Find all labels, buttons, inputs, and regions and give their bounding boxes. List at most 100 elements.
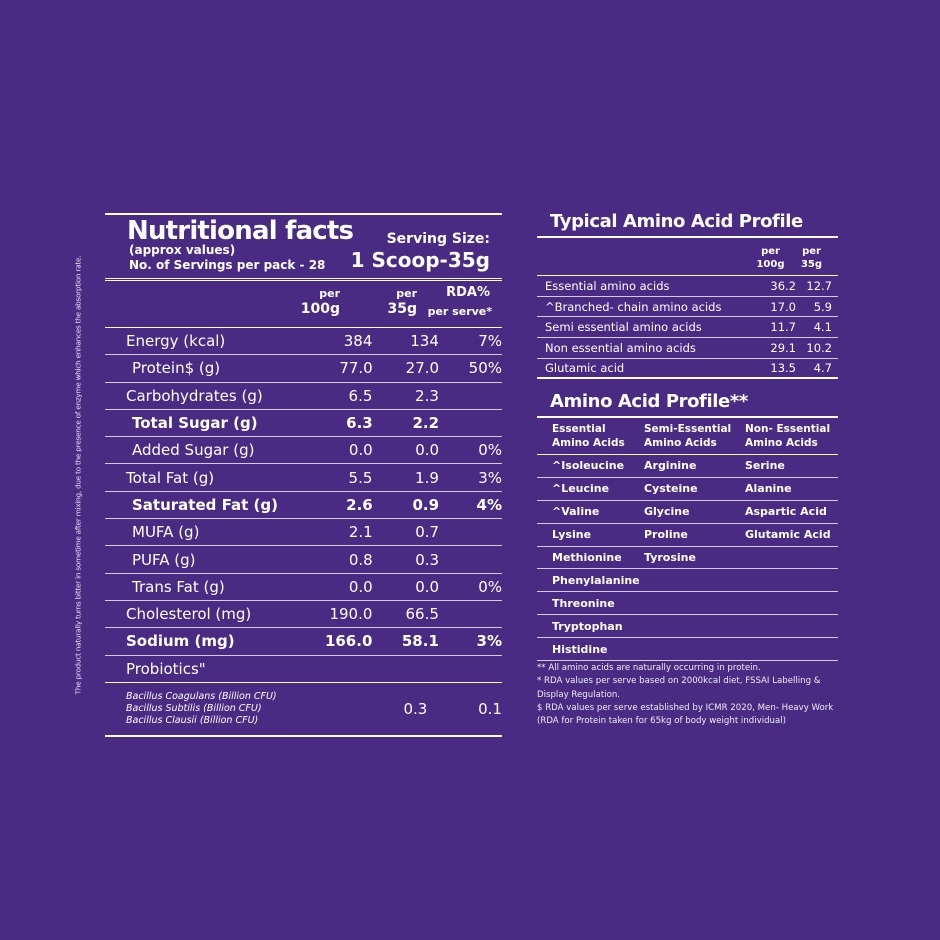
nutrition-row: Added Sugar (g) 0.0 0.0 0%: [105, 437, 502, 465]
value-per35: 0.3: [415, 550, 440, 569]
footnote: $ RDA values per serve established by IC…: [537, 702, 834, 727]
col-per35-b: 35g: [387, 301, 417, 317]
amino-profile-row: ^Valine Glycine Aspartic Acid: [537, 501, 838, 524]
amino-row: Essential amino acids 36.2 12.7: [537, 276, 838, 297]
amino-acid: Serine: [745, 459, 785, 473]
col-rda-a: RDA%: [446, 285, 490, 300]
ta-col2-b: 35g: [800, 259, 823, 270]
amino-profile-table: Amino Acid Profile** Essential Amino Aci…: [537, 388, 838, 662]
value-per100: 166.0: [324, 632, 373, 651]
amino-acid: Glycine: [644, 505, 690, 519]
amino-acid: Phenylalanine: [552, 573, 640, 587]
value-per35: 0.0: [415, 441, 440, 460]
amino-acid: Tryptophan: [552, 619, 623, 633]
value-per35: 0.7: [415, 523, 440, 542]
probiotic-per35: 0.1: [478, 699, 502, 718]
probiotics-row: Bacillus Coagulans (Billion CFU) Bacillus…: [105, 683, 502, 735]
value-per100: 11.7: [770, 320, 796, 335]
nutrition-facts-table: Nutritional facts (approx values) No. of…: [105, 213, 502, 737]
value-per35: 1.9: [415, 468, 439, 487]
ta-col1-b: 100g: [756, 259, 785, 270]
value-per100: 13.5: [770, 361, 796, 376]
nutrition-row: Energy (kcal) 384 134 7%: [105, 328, 502, 356]
approx-note: (approx values): [129, 243, 236, 257]
amino-acid: Alanine: [745, 482, 792, 496]
amino-profile-title: Amino Acid Profile**: [537, 388, 838, 418]
nutrition-row: MUFA (g) 2.1 0.7: [105, 519, 502, 547]
nutrition-title: Nutritional facts: [127, 216, 354, 246]
value-rda: 0%: [478, 441, 502, 460]
nutrition-row: Total Sugar (g) 6.3 2.2: [105, 410, 502, 438]
typical-amino-table: Typical Amino Acid Profile per 100g per 35…: [537, 208, 838, 380]
value-per35: 27.0: [405, 359, 440, 378]
value-rda: 0%: [478, 577, 502, 596]
amino-label: Essential amino acids: [545, 278, 670, 293]
probiotic-2: Bacillus Subtilis (Billion CFU): [126, 702, 262, 714]
amino-acid: Lysine: [552, 528, 592, 542]
value-per100: 77.0: [339, 359, 373, 378]
col-per35-a: per: [396, 287, 417, 300]
amino-row: ^Branched- chain amino acids 17.0 5.9: [537, 297, 838, 318]
value-per100: 6.5: [348, 386, 373, 405]
nutrient-label: Sodium (mg): [126, 632, 235, 651]
amino-acid: Glutamic Acid: [745, 528, 831, 542]
serving-size-value: 1 Scoop-35g: [350, 248, 490, 272]
nutrient-label: Saturated Fat (g): [132, 495, 278, 514]
amino-profile-row: ^Leucine Cysteine Alanine: [537, 478, 838, 501]
value-per100: 17.0: [770, 299, 796, 314]
aa-header-essential: Essential Amino Acids: [552, 423, 625, 449]
value-rda: 7%: [478, 332, 502, 351]
value-per35: 66.5: [405, 605, 439, 624]
value-per100: 190.0: [329, 605, 373, 624]
nutrient-label: Trans Fat (g): [132, 577, 225, 596]
nutrition-row: Saturated Fat (g) 2.6 0.9 4%: [105, 492, 502, 520]
amino-acid: ^Isoleucine: [552, 459, 625, 473]
nutrition-row: Probiotics": [105, 656, 502, 683]
footnote: * RDA values per serve based on 2000kcal…: [537, 676, 821, 700]
amino-profile-row: Threonine: [537, 592, 838, 616]
amino-profile-row: Histidine: [537, 638, 838, 662]
nutrient-label: MUFA (g): [132, 523, 200, 542]
amino-label: ^Branched- chain amino acids: [545, 299, 722, 314]
nutrient-label: Probiotics": [126, 659, 206, 678]
aa-header-semi: Semi-Essential Amino Acids: [644, 423, 732, 449]
column-headers: per 100g per 35g RDA% per serve*: [105, 281, 502, 328]
nutrition-row: Protein$ (g) 77.0 27.0 50%: [105, 355, 502, 383]
amino-acid: Aspartic Acid: [745, 505, 827, 519]
value-per35: 5.9: [813, 299, 832, 314]
amino-profile-row: Tryptophan: [537, 615, 838, 639]
probiotic-per100: 0.3: [403, 699, 428, 718]
nutrient-label: Energy (kcal): [126, 332, 226, 351]
nutrient-label: PUFA (g): [132, 550, 196, 569]
amino-label: Non essential amino acids: [545, 340, 696, 355]
servings-per-pack: No. of Servings per pack - 28: [129, 258, 326, 272]
amino-row: Non essential amino acids 29.1 10.2: [537, 338, 838, 359]
col-per100-a: per: [319, 287, 340, 300]
amino-acid: ^Valine: [552, 505, 600, 519]
value-per100: 36.2: [770, 278, 796, 293]
serving-size-label: Serving Size:: [386, 231, 490, 247]
value-per100: 0.0: [348, 577, 373, 596]
value-per100: 5.5: [348, 468, 373, 487]
value-rda: 3%: [476, 632, 502, 651]
amino-label: Semi essential amino acids: [545, 320, 702, 335]
value-per35: 134: [410, 332, 439, 351]
nutrient-label: Protein$ (g): [132, 359, 221, 378]
footnotes: ** All amino acids are naturally occurri…: [537, 662, 837, 728]
value-per100: 6.3: [346, 414, 373, 433]
ta-col1-a: per: [761, 246, 780, 257]
amino-acid: Methionine: [552, 551, 622, 564]
amino-acid: Tyrosine: [644, 551, 696, 564]
value-per100: 0.8: [348, 550, 373, 569]
value-per35: 4.7: [813, 361, 832, 376]
amino-profile-row: ^Isoleucine Arginine Serine: [537, 455, 838, 478]
value-per35: 0.9: [412, 495, 440, 514]
amino-row: Glutamic acid 13.5 4.7: [537, 359, 838, 380]
value-rda: 4%: [476, 495, 502, 514]
amino-acid: Proline: [644, 528, 688, 542]
amino-acid: Threonine: [552, 596, 615, 610]
nutrient-label: Total Sugar (g): [132, 414, 258, 433]
typical-amino-title: Typical Amino Acid Profile: [537, 208, 838, 238]
nutrient-label: Total Fat (g): [126, 468, 215, 487]
nutrition-row: Trans Fat (g) 0.0 0.0 0%: [105, 574, 502, 601]
